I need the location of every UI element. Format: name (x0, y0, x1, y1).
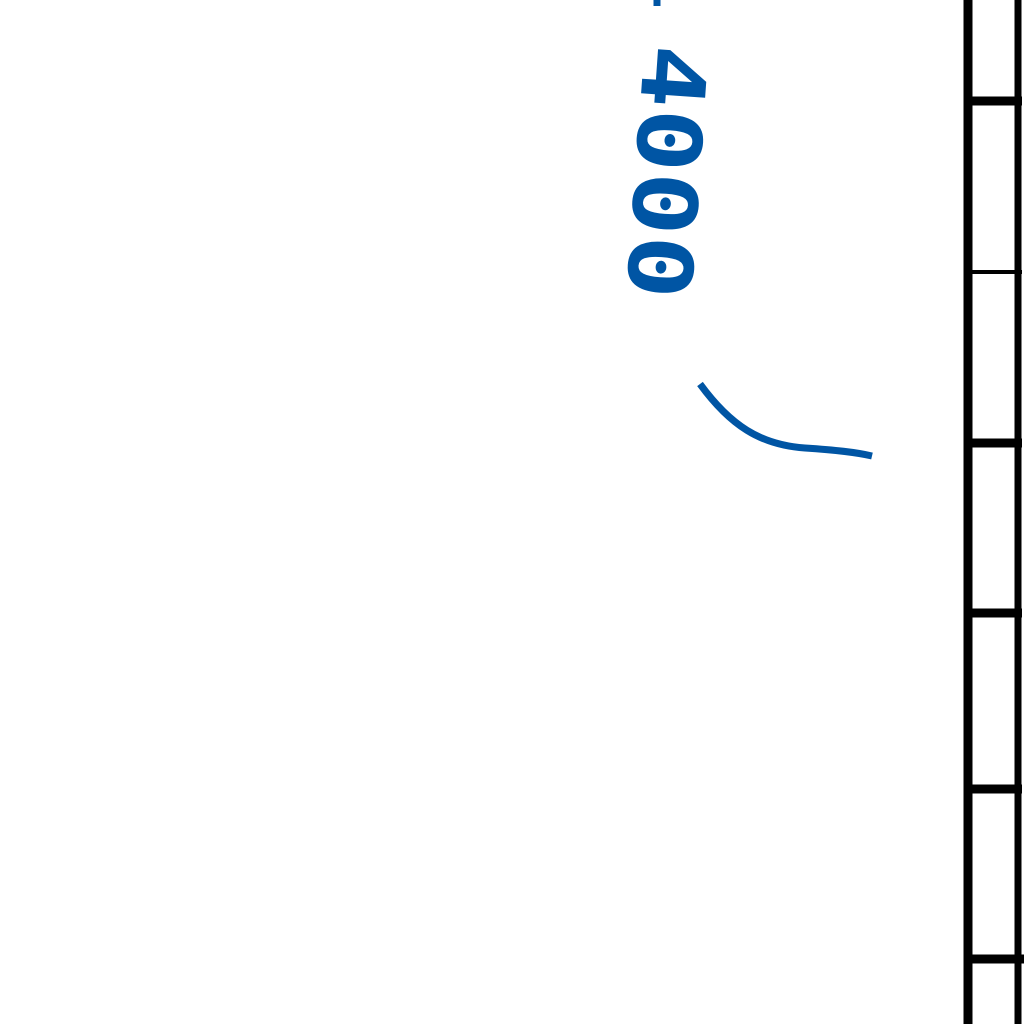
map-frame-border (963, 0, 1024, 1024)
contour-elevation-label: 4000 (606, 42, 726, 303)
contour-line (697, 381, 873, 460)
